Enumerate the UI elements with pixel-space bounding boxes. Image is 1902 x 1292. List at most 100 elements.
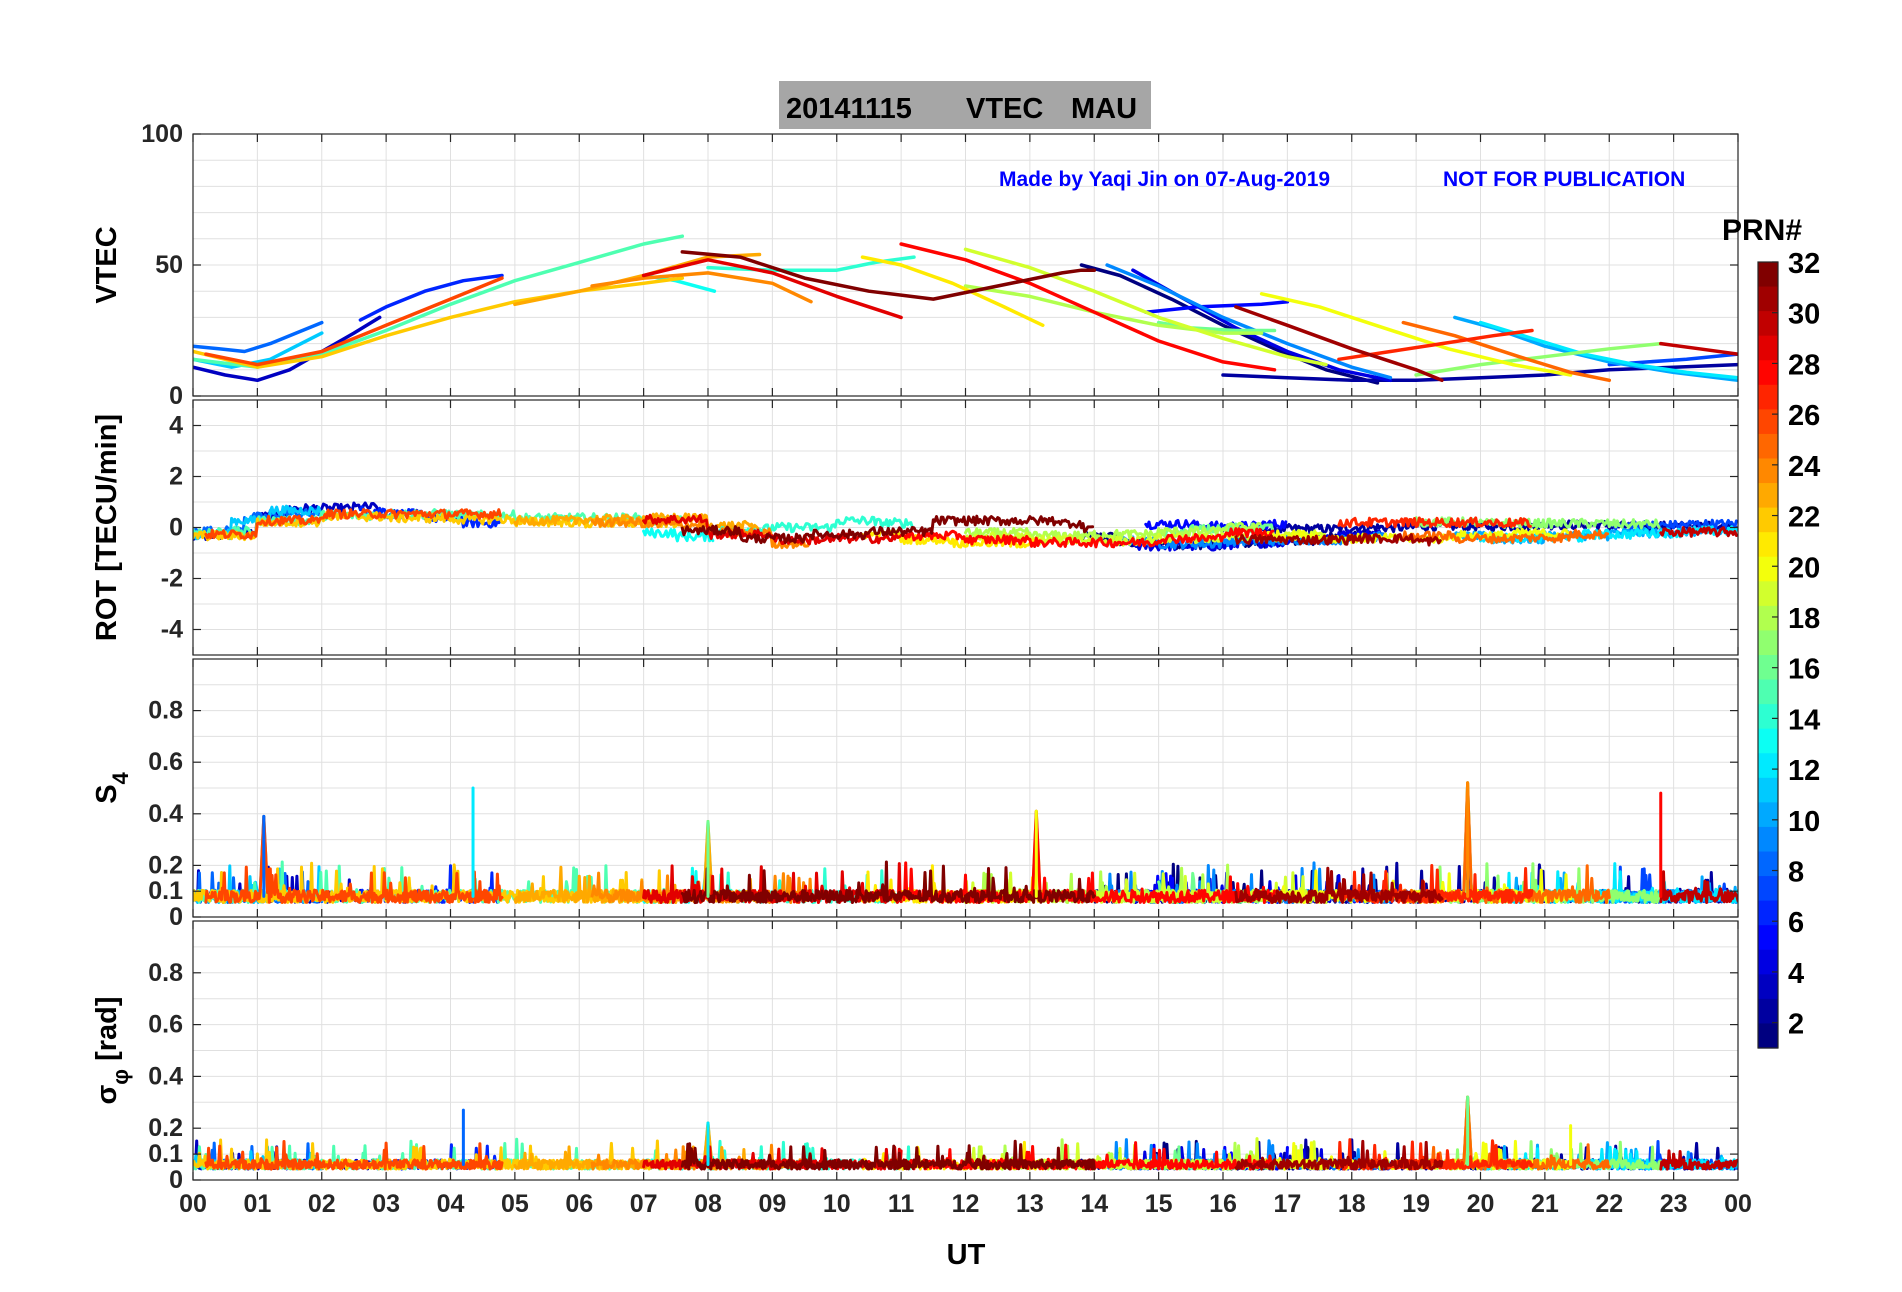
x-tick-label: 15 — [1145, 1190, 1173, 1218]
x-tick-label: 22 — [1595, 1190, 1623, 1218]
colorbar-segment — [1758, 605, 1778, 632]
y-tick-label: 0.4 — [148, 1062, 183, 1090]
colorbar-segment — [1758, 802, 1778, 828]
vtec-series-prn-25 — [1401, 320, 1612, 383]
panel-rot: -4 -2 0 2 4 ROT [TECU/min] — [91, 399, 1739, 656]
colorbar-tick-label: 8 — [1788, 857, 1804, 889]
x-tick-label: 02 — [308, 1190, 336, 1218]
colorbar-segment — [1758, 998, 1778, 1025]
y-tick-label: 0.6 — [148, 748, 183, 776]
grid-vtec — [192, 134, 1739, 396]
s4-series-prn-26 — [204, 814, 504, 904]
colorbar-segment — [1758, 532, 1778, 558]
watermark-notice: NOT FOR PUBLICATION — [1443, 168, 1685, 191]
sigphi-series-prn-26 — [204, 1140, 504, 1171]
x-tick-label: 10 — [823, 1190, 851, 1218]
colorbar-segment — [1758, 581, 1778, 607]
colorbar-tick-label: 22 — [1788, 502, 1820, 534]
vtec-series-prn-20 — [1259, 292, 1573, 377]
colorbar-tick-label: 10 — [1788, 806, 1820, 838]
rot-series-prn-32 — [680, 514, 1095, 545]
sigphi-series-prn-31 — [1234, 1139, 1444, 1171]
colorbar-segment — [1758, 777, 1778, 803]
colorbar-tick-label: 26 — [1788, 400, 1820, 432]
rot-series-prn-28 — [899, 527, 1275, 549]
series-group-sigphi — [193, 1095, 1738, 1171]
x-tick-label: 14 — [1080, 1190, 1108, 1218]
y-tick-label: 4 — [169, 412, 183, 440]
y-tick-label: 0 — [169, 514, 183, 542]
s4-series-prn-31 — [1234, 866, 1444, 904]
s4-series-prn-30 — [1659, 870, 1738, 904]
colorbar-segment — [1758, 655, 1778, 681]
y-tick-label: 0.2 — [148, 1114, 183, 1142]
rot-series-prn-7 — [1607, 518, 1738, 532]
x-tick-label: 11 — [888, 1190, 915, 1218]
x-tick-label: 20 — [1467, 1190, 1495, 1218]
x-tick-label: 03 — [372, 1190, 400, 1218]
panel-s4: 00.10.2 0.4 0.6 0.8 S4 — [91, 658, 1739, 931]
colorbar-tick-label: 20 — [1788, 552, 1820, 584]
title-box: 20141115 VTEC MAU — [779, 81, 1151, 129]
x-tick-label: 04 — [437, 1190, 465, 1218]
x-tick-label: 01 — [243, 1190, 271, 1218]
colorbar-segment — [1758, 704, 1778, 730]
colorbar-tick-label: 2 — [1788, 1009, 1804, 1041]
colorbar-tick-label: 12 — [1788, 755, 1820, 787]
panel-sigphi: 00.10.2 0.4 0.6 0.8 σφ [rad] — [91, 920, 1739, 1194]
rot-series-prn-13 — [642, 527, 715, 543]
vtec-series-prn-15 — [193, 234, 685, 369]
sigphi-series-prn-32 — [680, 1139, 1096, 1171]
y-axis-label-s4: S4 — [91, 771, 133, 803]
colorbar-segment — [1758, 679, 1778, 705]
x-ticks-rot — [192, 400, 1739, 655]
x-axis: 00 01 02 03 04 05 06 07 08 09 10 11 12 13 14 15 16 17 18 19… — [179, 1190, 1752, 1218]
vtec-series-prn-22 — [193, 276, 685, 369]
colorbar-tick-label: 30 — [1788, 299, 1820, 331]
colorbar-segment — [1758, 556, 1778, 582]
x-tick-label: 12 — [952, 1190, 980, 1218]
vtec-series-prn-31 — [1234, 305, 1444, 383]
y-tick-label: 0.4 — [148, 800, 183, 828]
x-tick-label: 08 — [694, 1190, 722, 1218]
y-tick-label: 0 — [169, 903, 183, 931]
x-tick-label: 13 — [1016, 1190, 1044, 1218]
x-tick-label: 18 — [1338, 1190, 1366, 1218]
vtec-series-prn-28 — [899, 242, 1277, 372]
vtec-series-prn-6 — [358, 273, 504, 322]
colorbar-segment — [1758, 286, 1778, 312]
x-tick-label: 00 — [1724, 1190, 1752, 1218]
vtec-series-prn-30 — [1659, 341, 1738, 356]
colorbar-box — [1757, 261, 1779, 1049]
rot-series-prn-30 — [1659, 526, 1738, 538]
s4-series-prn-28 — [899, 809, 1276, 904]
colorbar-segment — [1758, 974, 1778, 1000]
vtec-series-prn-1 — [1079, 263, 1380, 385]
y-tick-label: 0.8 — [148, 697, 183, 725]
colorbar-label: PRN# — [1722, 214, 1802, 247]
x-tick-label: 07 — [630, 1190, 658, 1218]
colorbar-segment — [1758, 262, 1778, 288]
y-tick-label: 0 — [169, 382, 183, 410]
panel-vtec: 0 50 100 VTEC — [91, 120, 1739, 410]
rot-series-prn-25 — [1401, 528, 1610, 545]
colorbar-segment — [1758, 409, 1778, 435]
y-tick-label: 0.1 — [148, 1140, 183, 1168]
vtec-series-prn-16 — [1156, 320, 1277, 333]
rot-series-prn-26 — [204, 508, 502, 540]
y-tick-label: 0.1 — [148, 877, 183, 905]
vtec-series-prn-24 — [590, 271, 813, 304]
x-tick-label: 09 — [758, 1190, 786, 1218]
y-tick-label: -4 — [161, 616, 183, 644]
vtec-series-prn-17 — [1414, 341, 1663, 377]
x-ticks-s4 — [192, 659, 1739, 917]
x-tick-label: 17 — [1273, 1190, 1301, 1218]
rot-series-prn-27 — [1337, 516, 1532, 529]
title-date: 20141115 — [786, 93, 912, 125]
vtec-series-prn-32 — [680, 250, 1097, 301]
colorbar-segment — [1758, 925, 1778, 951]
grid-sigphi — [192, 921, 1739, 1180]
